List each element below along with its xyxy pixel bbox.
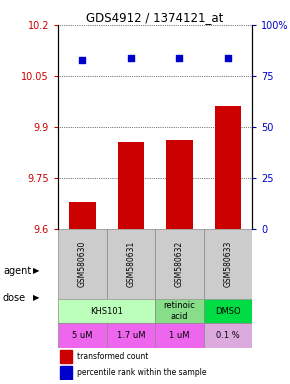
Text: 5 uM: 5 uM [72, 331, 93, 340]
Bar [215, 106, 241, 229]
Point [80, 56, 85, 63]
Bar [60, 350, 72, 362]
Bar [166, 140, 193, 229]
Text: percentile rank within the sample: percentile rank within the sample [77, 368, 207, 377]
Text: agent: agent [3, 266, 31, 276]
Bar [106, 323, 155, 348]
Text: ▶: ▶ [33, 266, 40, 275]
Text: ▶: ▶ [33, 293, 40, 302]
Text: 0.1 %: 0.1 % [216, 331, 240, 340]
Text: KHS101: KHS101 [90, 306, 123, 316]
Text: retinoic
acid: retinoic acid [164, 301, 195, 321]
Bar [155, 299, 204, 323]
Bar [58, 299, 155, 323]
Point [177, 55, 182, 61]
Text: GSM580633: GSM580633 [224, 240, 233, 287]
Bar [204, 229, 252, 299]
Text: GSM580631: GSM580631 [126, 240, 135, 287]
Bar [117, 142, 144, 229]
Bar [204, 299, 252, 323]
Bar [155, 323, 204, 348]
Point [128, 55, 133, 61]
Text: DMSO: DMSO [215, 306, 241, 316]
Text: 1.7 uM: 1.7 uM [117, 331, 145, 340]
Bar [58, 323, 106, 348]
Title: GDS4912 / 1374121_at: GDS4912 / 1374121_at [86, 11, 224, 24]
Bar [58, 229, 106, 299]
Text: dose: dose [3, 293, 26, 303]
Bar [60, 366, 72, 379]
Text: transformed count: transformed count [77, 352, 149, 361]
Bar [69, 202, 96, 229]
Text: 1 uM: 1 uM [169, 331, 190, 340]
Bar [155, 229, 204, 299]
Point [226, 55, 230, 61]
Bar [106, 229, 155, 299]
Bar [204, 323, 252, 348]
Text: GSM580630: GSM580630 [78, 240, 87, 287]
Text: GSM580632: GSM580632 [175, 240, 184, 287]
